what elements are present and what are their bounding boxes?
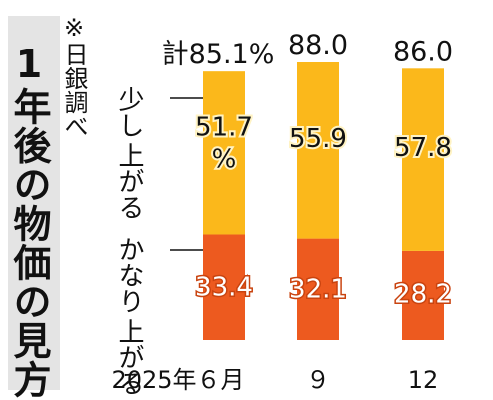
value-label-little-rise-1: 55.9 xyxy=(289,124,347,154)
bar-much-rise-1 xyxy=(297,238,339,340)
total-label-0: 計85.1% xyxy=(162,39,275,70)
value-label-much-rise-0: 33.4 xyxy=(195,273,253,303)
value-label-little-rise-0: 51.7% xyxy=(195,113,253,175)
category-label-2: 12 xyxy=(408,366,439,394)
value-label-much-rise-2: 28.2 xyxy=(394,280,452,310)
category-label-0: 2025年６月 xyxy=(111,366,244,394)
series-label-little-rise: 少し 上がる xyxy=(114,86,144,220)
series-label-little-line-2: 上がる xyxy=(114,142,144,220)
value-label-little-rise-2: 57.8 xyxy=(394,133,452,163)
series-label-much-line-1: かなり xyxy=(114,236,144,314)
bar-little-rise-0 xyxy=(203,71,245,235)
source-note: ※日銀調べ xyxy=(60,14,88,138)
series-label-much-rise: かなり 上がる xyxy=(114,236,144,396)
category-label-1: ９ xyxy=(306,366,330,394)
series-label-little-line-1: 少し xyxy=(114,86,144,138)
bar-little-rise-1 xyxy=(297,62,339,239)
total-label-2: 86.0 xyxy=(393,36,453,67)
bar-little-rise-2 xyxy=(402,68,444,251)
bar-much-rise-2 xyxy=(402,250,444,340)
bar-much-rise-0 xyxy=(203,234,245,340)
value-label-much-rise-1: 32.1 xyxy=(289,274,347,304)
series-label-much-line-2: 上がる xyxy=(114,318,144,396)
chart-title: 1年後の物価の見方 xyxy=(7,42,51,399)
total-label-1: 88.0 xyxy=(288,30,348,61)
title-panel xyxy=(8,16,60,390)
